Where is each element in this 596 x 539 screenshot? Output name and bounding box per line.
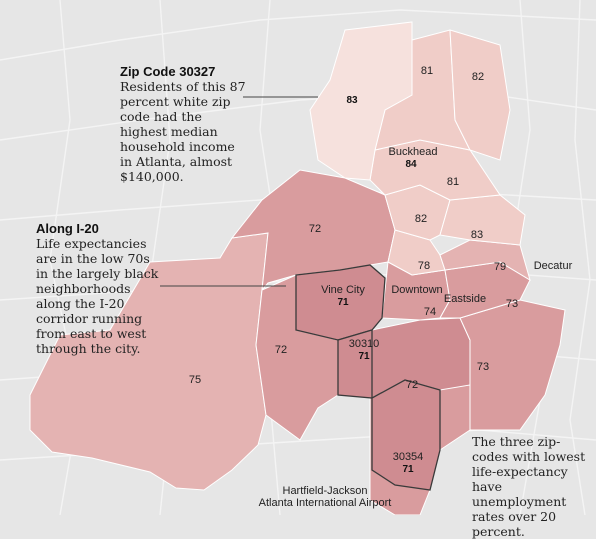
zip-region-se-73 [459,299,566,431]
label-west-72: 72 [309,223,321,235]
zip-region-north-82 [449,29,511,161]
label-north-81: 81 [421,65,433,77]
annotation-lowest-zips: The three zip-codes with lowest life-exp… [472,434,588,539]
place-vine-city: Vine City [321,284,365,296]
annotation-zip-30327-body: Residents of this 87 percent white zip c… [120,79,246,184]
label-mid-81: 81 [447,176,459,188]
label-far-west-75: 75 [189,374,201,386]
place-airport-line1: Hartfield-Jackson [283,485,368,497]
value-buckhead: 84 [405,159,417,170]
place-eastside: Eastside [444,293,486,305]
annotation-i20-body: Life expectancies are in the low 70s in … [36,236,159,356]
label-east-73: 73 [506,298,518,310]
zip-outline-vine-city [295,264,386,341]
label-30354: 30354 [393,451,424,463]
zip-region-30327 [309,21,413,181]
label-mid-83: 83 [471,229,483,241]
place-decatur: Decatur [534,260,573,272]
place-airport-line2: Atlanta International Airport [259,497,392,509]
place-downtown: Downtown [391,284,442,296]
label-east-78: 78 [418,260,430,272]
annotation-lowest-zips-body: The three zip-codes with lowest life-exp… [472,434,586,539]
label-30310: 30310 [349,338,380,350]
label-se-73: 73 [477,361,489,373]
label-north-82: 82 [472,71,484,83]
place-buckhead: Buckhead [389,146,438,158]
label-mid-82: 82 [415,213,427,225]
label-south-74: 74 [424,306,436,318]
value-30310: 71 [358,351,370,362]
label-south-72: 72 [406,379,418,391]
annotation-i20-title: Along I-20 [36,221,99,236]
value-vine-city: 71 [337,297,349,308]
value-30354: 71 [402,464,414,475]
zip-outline-30354 [371,379,441,491]
annotation-zip-30327-title: Zip Code 30327 [120,64,216,79]
label-sw-72: 72 [275,344,287,356]
annotation-zip-30327: Zip Code 30327 Residents of this 87 perc… [120,64,248,184]
annotation-i20: Along I-20 Life expectancies are in the … [36,221,162,356]
value-30327: 83 [346,95,358,106]
life-expectancy-map: 81 82 83 Buckhead 84 81 82 83 72 78 79 D… [0,0,596,515]
label-east-79: 79 [494,261,506,273]
